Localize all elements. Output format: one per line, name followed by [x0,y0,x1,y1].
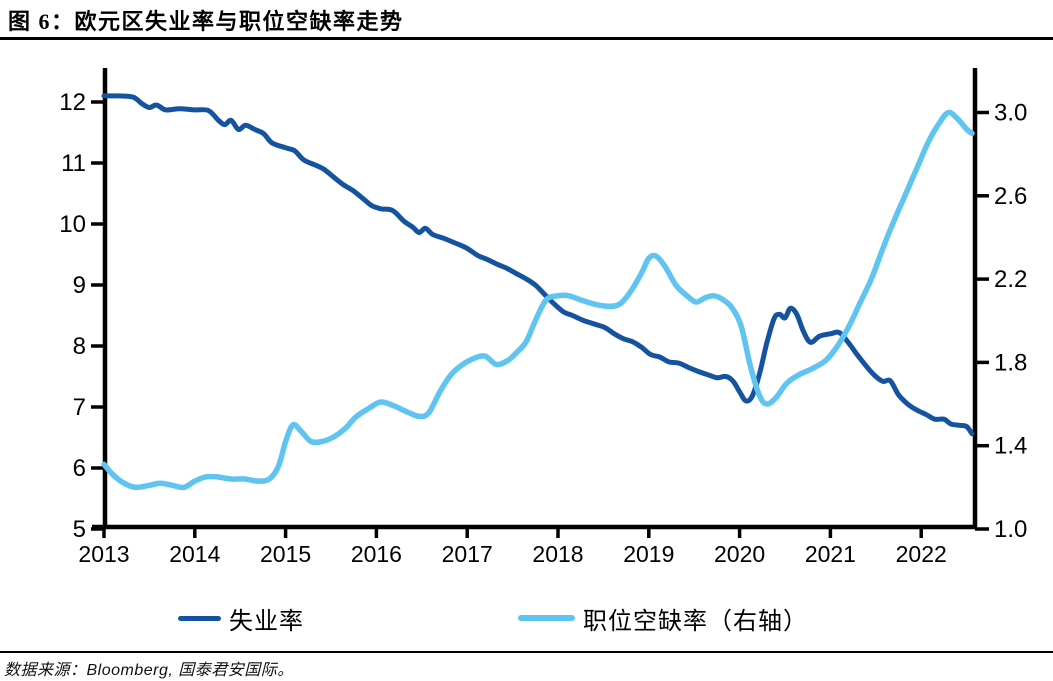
source-note: 数据来源：Bloomberg, 国泰君安国际。 [4,662,294,679]
title-divider [0,37,1053,40]
x-axis-label: 2014 [169,541,220,567]
right-axis-label: 1.0 [994,516,1027,543]
right-axis-label: 3.0 [994,100,1027,127]
vacancy-legend-line [518,615,575,621]
legend-item-unemployment: 失业率 [178,602,304,635]
left-axis-label: 9 [73,272,86,299]
unemployment-line [101,93,975,437]
header: 图 6：欧元区失业率与职位空缺率走势 [8,4,404,36]
right-axis-label: 2.6 [994,183,1027,210]
left-axis-label: 8 [73,333,86,360]
x-axis-label: 2016 [351,541,402,567]
x-axis-label: 2015 [260,541,311,567]
x-axis-label: 2020 [714,541,765,567]
x-axis-label: 2018 [532,541,583,567]
left-axis-label: 10 [59,211,86,238]
vacancy-legend-label: 职位空缺率（右轴） [583,608,808,635]
unemployment-legend-line [178,615,221,621]
right-axis-label: 1.4 [994,433,1027,460]
x-axis-label: 2017 [442,541,493,567]
vacancy-line [101,109,975,491]
left-axis-label: 5 [73,516,86,543]
line-chart: 5 6 7 8 9 10 11 12 1.0 1.4 1.8 2.2 2.6 3.0 2013 2014 201… [59,68,1027,567]
unemployment-legend-label: 失业率 [229,608,304,635]
x-axis-label: 2022 [896,541,947,567]
left-axis-label: 6 [73,455,86,482]
left-axis-label: 12 [59,89,86,116]
right-axis-label: 2.2 [994,266,1027,293]
left-axis-label: 11 [61,150,86,177]
right-axis-label: 1.8 [994,349,1027,376]
figure-title: 图 6：欧元区失业率与职位空缺率走势 [8,9,404,34]
footer-divider [0,651,1053,653]
x-axis-label: 2019 [623,541,674,567]
x-axis-label: 2013 [78,541,129,567]
left-axis-label: 7 [73,394,86,421]
x-axis-label: 2021 [805,541,856,567]
legend-item-vacancy: 职位空缺率（右轴） [518,602,808,635]
